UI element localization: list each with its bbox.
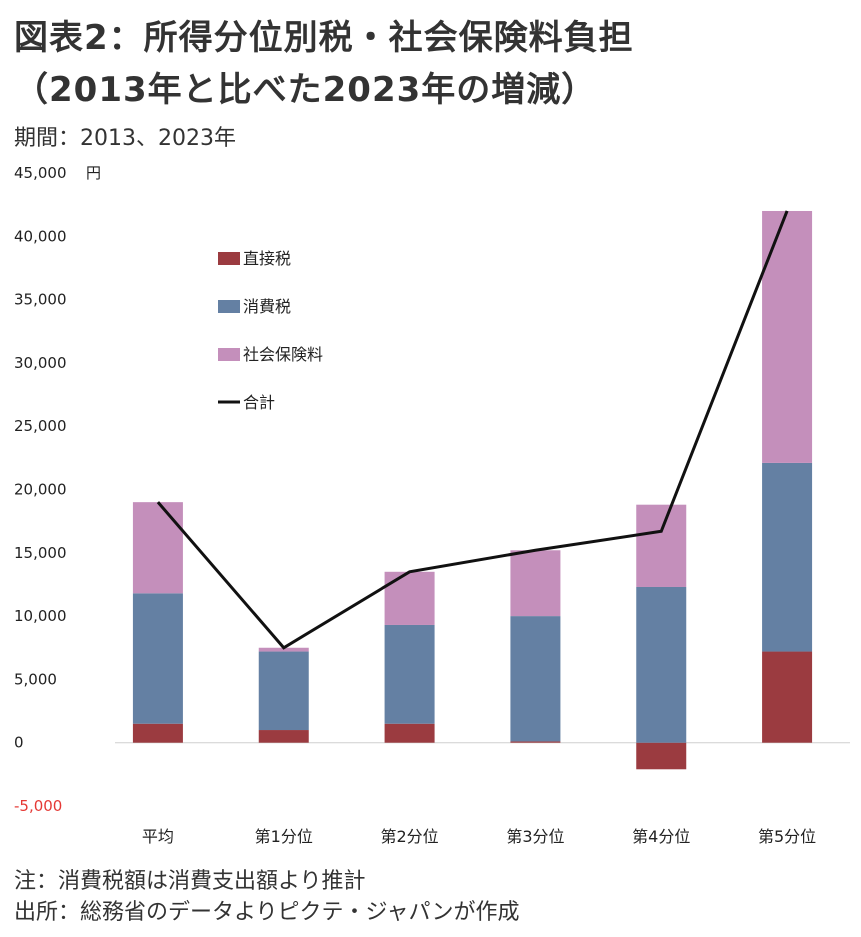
bar-segment: [258, 647, 309, 652]
bars: [132, 210, 813, 770]
bar-segment: [762, 462, 813, 652]
legend-label: 消費税: [243, 297, 291, 316]
note-line: 注：消費税額は消費支出額より推計: [14, 869, 366, 894]
total-line: [156, 210, 789, 650]
source-line: 出所：総務省のデータよりピクテ・ジャパンが作成: [14, 900, 520, 925]
bar-segment: [132, 593, 183, 724]
bar-segment: [510, 741, 561, 743]
x-tick-label: 第2分位: [380, 827, 438, 846]
bar-segment: [132, 502, 183, 594]
y-tick-label: 45,000: [14, 164, 67, 182]
y-tick-label: 5,000: [14, 670, 57, 688]
bar-segment: [636, 742, 687, 770]
y-axis-ticks: -5,000 0 5,000 10,000 15,000 20,000 25,000 30,0…: [14, 164, 101, 815]
legend-label: 直接税: [243, 249, 291, 268]
bar-segment: [258, 651, 309, 731]
bar-segment: [384, 571, 435, 625]
x-tick-label: 第1分位: [255, 827, 313, 846]
legend-swatch: [218, 348, 240, 361]
bar-segment: [510, 550, 561, 617]
bar-segment: [132, 723, 183, 743]
bar-segment: [258, 730, 309, 743]
y-tick-label: 15,000: [14, 544, 67, 562]
legend-swatch: [218, 252, 240, 265]
x-tick-label: 平均: [142, 827, 174, 846]
x-tick-label: 第5分位: [758, 827, 816, 846]
period-label: 期間：2013、2023年: [14, 126, 236, 151]
bar-segment: [384, 723, 435, 743]
chart-subtitle: （2013年と比べた2023年の増減）: [14, 70, 597, 110]
y-tick-label: 40,000: [14, 227, 67, 245]
y-tick-label: -5,000: [14, 797, 62, 815]
x-axis-labels: 平均 第1分位 第2分位 第3分位 第4分位 第5分位: [142, 827, 816, 846]
bar-segment: [384, 624, 435, 724]
bar-segment: [636, 504, 687, 587]
legend-swatch: [218, 300, 240, 313]
bar-segment: [762, 210, 813, 463]
bar-segment: [636, 586, 687, 743]
x-tick-label: 第3分位: [506, 827, 564, 846]
chart-title: 図表2：所得分位別税・社会保険料負担: [14, 18, 634, 58]
y-unit-label: 円: [86, 164, 101, 182]
y-tick-label: 35,000: [14, 291, 67, 309]
legend-label: 社会保険料: [243, 345, 323, 364]
bar-segment: [510, 616, 561, 742]
legend-label: 合計: [243, 393, 275, 412]
y-tick-label: 20,000: [14, 481, 67, 499]
y-tick-label: 30,000: [14, 354, 67, 372]
y-tick-label: 10,000: [14, 607, 67, 625]
x-tick-label: 第4分位: [632, 827, 690, 846]
y-tick-label: 25,000: [14, 417, 67, 435]
bar-segment: [762, 651, 813, 743]
footnotes: 注：消費税額は消費支出額より推計 出所：総務省のデータよりピクテ・ジャパンが作成: [14, 866, 520, 928]
y-tick-label: 0: [14, 734, 24, 752]
